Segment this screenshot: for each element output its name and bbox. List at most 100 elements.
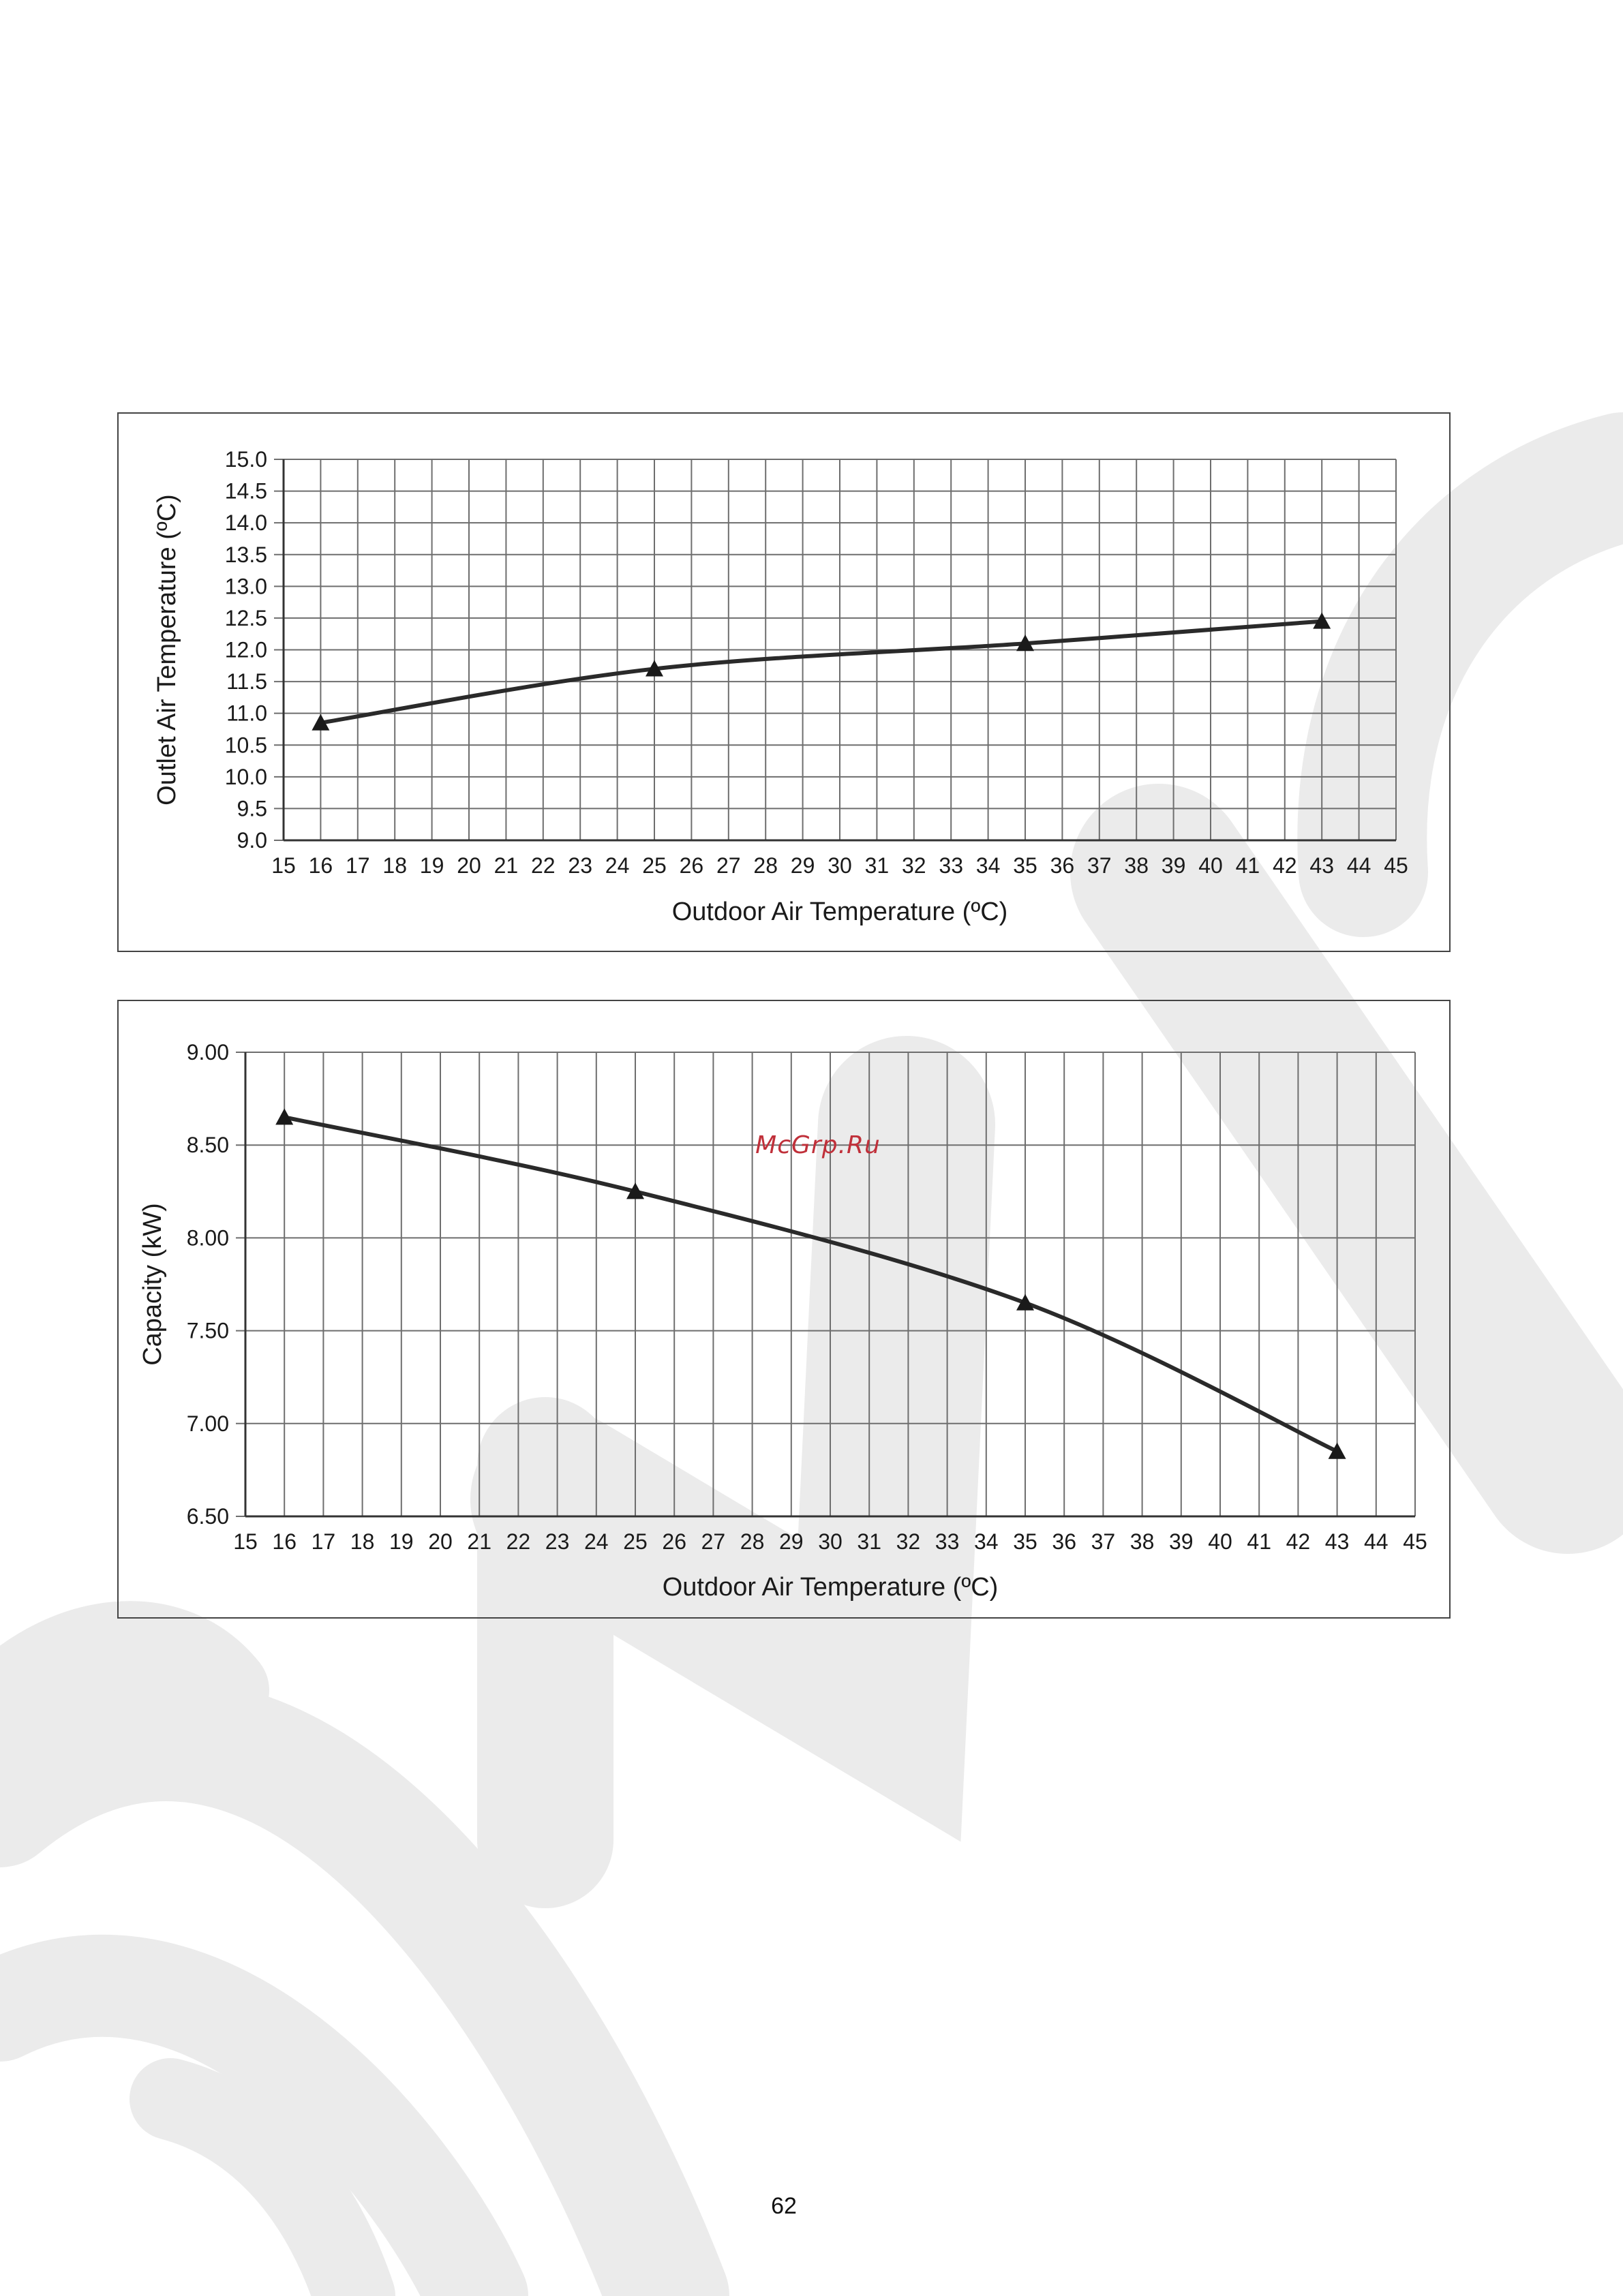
outlet-chart-x-tick-label: 36	[1050, 853, 1075, 878]
capacity-chart-x-tick-label: 42	[1286, 1529, 1311, 1554]
outlet-chart-y-tick-label: 12.0	[225, 638, 267, 662]
capacity-chart-y-tick-label: 7.00	[187, 1411, 229, 1436]
watermark-arc-lower-3	[130, 2058, 395, 2296]
capacity-chart-x-tick-label: 33	[935, 1529, 960, 1554]
capacity-chart-x-tick-label: 26	[662, 1529, 686, 1554]
outlet-chart-x-tick-label: 24	[605, 853, 630, 878]
outlet-chart-x-tick-label: 37	[1087, 853, 1112, 878]
capacity-chart-x-tick-label: 20	[428, 1529, 453, 1554]
capacity-chart-x-tick-label: 25	[623, 1529, 648, 1554]
capacity-chart-data-point-triangle	[1016, 1294, 1034, 1311]
watermark-arc-lower-1	[0, 1679, 729, 2296]
outlet-chart-x-tick-label: 33	[939, 853, 963, 878]
outlet-chart-x-tick-label: 28	[753, 853, 778, 878]
outlet-chart-y-tick-label: 13.5	[225, 542, 267, 567]
outlet-chart-y-tick-label: 11.0	[226, 701, 267, 726]
capacity-chart-y-tick-label: 8.50	[187, 1133, 229, 1157]
watermark-arc-lower-2	[0, 1934, 528, 2296]
capacity-chart-x-tick-label: 32	[896, 1529, 921, 1554]
outlet-chart-x-tick-label: 40	[1198, 853, 1223, 878]
capacity-chart-x-tick-label: 45	[1403, 1529, 1427, 1554]
outlet-chart-x-tick-label: 27	[716, 853, 741, 878]
outlet-chart-x-tick-label: 15	[271, 853, 296, 878]
outlet-chart-grid	[274, 459, 1397, 841]
outlet-chart-data-point-triangle	[1016, 634, 1034, 652]
outlet-temperature-chart: 15 16 17 18 19 20 21 22 23 24 25 26 27 28 29 30 31 32 33 34…	[153, 447, 1408, 926]
outlet-chart-x-tick-label: 25	[642, 853, 667, 878]
capacity-chart-x-tick-label: 15	[233, 1529, 258, 1554]
capacity-chart-grid	[236, 1052, 1416, 1517]
capacity-chart-x-axis-label: Outdoor Air Temperature (ºC)	[663, 1573, 999, 1602]
capacity-chart-x-tick-label: 16	[272, 1529, 297, 1554]
outlet-chart-y-tick-label: 15.0	[225, 447, 267, 472]
capacity-chart-frame: 15 16 17 18 19 20 21 22 23 24 25 26 27 28 29 30 31 32 33 34…	[117, 1000, 1451, 1619]
capacity-chart-x-tick-label: 40	[1208, 1529, 1232, 1554]
capacity-chart: 15 16 17 18 19 20 21 22 23 24 25 26 27 28 29 30 31 32 33 34…	[138, 1040, 1427, 1602]
capacity-chart-x-tick-label: 24	[584, 1529, 609, 1554]
outlet-chart-x-tick-label: 41	[1236, 853, 1260, 878]
capacity-chart-series-line	[284, 1115, 1338, 1454]
capacity-chart-x-tick-label: 34	[974, 1529, 999, 1554]
capacity-chart-x-tick-label: 23	[545, 1529, 570, 1554]
outlet-chart-x-tick-label: 22	[531, 853, 556, 878]
watermark-stroke-diagonal	[1070, 784, 1623, 1554]
capacity-chart-x-tick-label: 28	[740, 1529, 765, 1554]
outlet-chart-x-tick-label: 44	[1347, 853, 1371, 878]
capacity-chart-x-tick-label: 35	[1013, 1529, 1037, 1554]
outlet-chart-y-tick-label: 10.0	[225, 765, 267, 789]
outlet-chart-data-point-triangle	[646, 660, 663, 677]
outlet-chart-x-tick-label: 16	[309, 853, 333, 878]
outlet-chart-y-tick-label: 12.5	[225, 606, 267, 630]
capacity-chart-x-tick-label: 38	[1130, 1529, 1155, 1554]
capacity-chart-x-tick-label: 43	[1325, 1529, 1350, 1554]
capacity-chart-x-tick-label: 39	[1169, 1529, 1194, 1554]
watermark-arc-outer	[1297, 412, 1623, 937]
outlet-chart-x-tick-label: 43	[1309, 853, 1334, 878]
capacity-chart-x-tick-label: 18	[350, 1529, 375, 1554]
outlet-chart-x-tick-label: 31	[865, 853, 890, 878]
outlet-chart-x-tick-label: 26	[680, 853, 704, 878]
outlet-chart-x-tick-label: 19	[420, 853, 444, 878]
watermark-arc-top-left	[0, 1601, 269, 1748]
outlet-chart-x-tick-label: 42	[1273, 853, 1297, 878]
capacity-chart-y-tick-label: 7.50	[187, 1319, 229, 1343]
outlet-chart-x-tick-label: 34	[976, 853, 1001, 878]
outlet-chart-y-tick-label: 11.5	[226, 669, 267, 694]
capacity-chart-x-tick-label: 17	[312, 1529, 336, 1554]
capacity-chart-x-tick-label: 31	[857, 1529, 881, 1554]
outlet-chart-series-line	[320, 619, 1322, 725]
outlet-chart-x-tick-label: 38	[1124, 853, 1149, 878]
capacity-chart-data-point-triangle	[275, 1108, 294, 1125]
capacity-chart-x-tick-label: 21	[467, 1529, 491, 1554]
outlet-chart-y-tick-label: 10.5	[225, 733, 267, 757]
capacity-chart-data-point-triangle	[1328, 1442, 1346, 1459]
outlet-chart-y-axis-label: Outlet Air Temperature (ºC)	[153, 494, 181, 806]
capacity-chart-x-tick-label: 30	[818, 1529, 843, 1554]
capacity-chart-y-tick-label: 9.00	[187, 1040, 229, 1065]
capacity-chart-x-tick-label: 27	[701, 1529, 726, 1554]
capacity-chart-data-point-triangle	[626, 1182, 644, 1199]
outlet-chart-x-tick-label: 21	[494, 853, 519, 878]
outlet-chart-x-tick-label: 29	[791, 853, 815, 878]
outlet-chart-x-tick-label: 32	[902, 853, 926, 878]
capacity-chart-x-tick-label: 41	[1247, 1529, 1271, 1554]
outlet-chart-y-tick-label: 9.0	[237, 828, 267, 853]
site-watermark-text: McGrp.Ru	[755, 1131, 881, 1159]
capacity-chart-x-tick-label: 36	[1052, 1529, 1076, 1554]
outlet-chart-x-axis-label: Outdoor Air Temperature (ºC)	[672, 898, 1008, 926]
outlet-chart-x-tick-label: 18	[382, 853, 407, 878]
capacity-chart-x-tick-label: 37	[1091, 1529, 1116, 1554]
capacity-chart-x-tick-label: 29	[779, 1529, 804, 1554]
outlet-chart-data-point-triangle	[312, 714, 330, 731]
capacity-chart-y-tick-label: 8.00	[187, 1225, 229, 1250]
capacity-chart-x-tick-label: 22	[506, 1529, 531, 1554]
outlet-chart-y-tick-label: 14.0	[225, 510, 267, 535]
outlet-chart-y-tick-label: 14.5	[225, 479, 267, 504]
outlet-chart-x-tick-label: 23	[568, 853, 592, 878]
capacity-chart-x-tick-label: 44	[1364, 1529, 1389, 1554]
watermark-stroke-v	[470, 1036, 995, 1842]
capacity-chart-y-axis-label: Capacity (kW)	[138, 1203, 167, 1366]
outlet-chart-y-tick-label: 9.5	[237, 796, 267, 821]
outlet-chart-x-tick-label: 45	[1384, 853, 1408, 878]
